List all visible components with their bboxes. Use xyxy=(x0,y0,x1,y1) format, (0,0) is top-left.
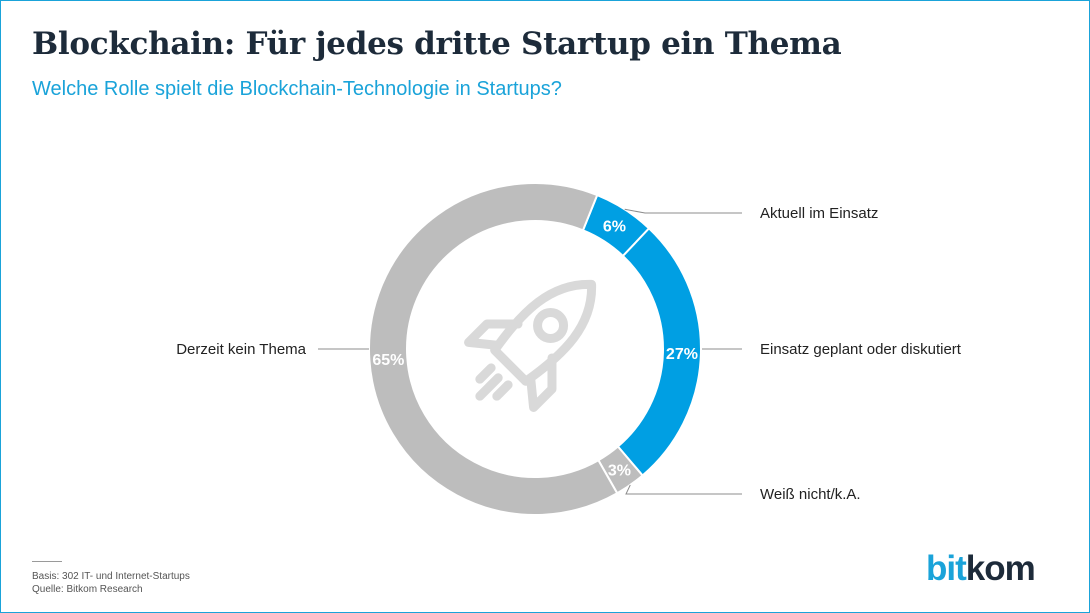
page-title: Blockchain: Für jedes dritte Startup ein… xyxy=(32,26,842,62)
value-label-derzeit-kein-thema: 65% xyxy=(372,352,404,369)
category-label-weiss-nicht-k-a: Weiß nicht/k.A. xyxy=(760,486,861,503)
rocket-flame-right xyxy=(492,380,513,401)
leader-lines xyxy=(318,208,742,495)
value-label-einsatz-geplant-oder-diskutiert: 27% xyxy=(666,346,698,363)
category-label-derzeit-kein-thema: Derzeit kein Thema xyxy=(176,341,306,358)
leader-line-aktuell-im-einsatz xyxy=(624,208,742,214)
leader-line-weiss-nicht-k-a xyxy=(625,484,742,495)
rocket-body xyxy=(490,279,597,386)
footer-basis: Basis: 302 IT- und Internet-Startups xyxy=(32,571,190,582)
footer-source: Quelle: Bitkom Research xyxy=(32,584,143,595)
slice-derzeit-kein-thema xyxy=(368,182,619,516)
donut-slices xyxy=(368,182,702,516)
logo-part-kom: kom xyxy=(965,549,1036,588)
rocket-flame-left xyxy=(475,363,496,384)
rocket-icon xyxy=(464,279,597,412)
value-label-aktuell-im-einsatz: 6% xyxy=(603,218,626,235)
bitkom-logo: bitkom xyxy=(926,549,1036,588)
rocket-flame-center xyxy=(475,373,503,401)
footer-divider xyxy=(32,561,62,562)
category-labels: Aktuell im Einsatz Einsatz geplant oder d… xyxy=(176,205,962,503)
rocket-window xyxy=(533,307,569,343)
rocket-fin-right xyxy=(526,353,557,412)
category-label-einsatz-geplant-oder-diskutiert: Einsatz geplant oder diskutiert xyxy=(760,341,962,358)
rocket-fin-left xyxy=(464,319,523,350)
page-subtitle: Welche Rolle spielt die Blockchain-Techn… xyxy=(32,78,562,100)
category-label-aktuell-im-einsatz: Aktuell im Einsatz xyxy=(760,205,878,222)
value-labels: 6% 27% 3% 65% xyxy=(372,218,698,479)
logo-part-bit: bit xyxy=(926,549,967,588)
value-label-weiss-nicht-k-a: 3% xyxy=(608,462,631,479)
